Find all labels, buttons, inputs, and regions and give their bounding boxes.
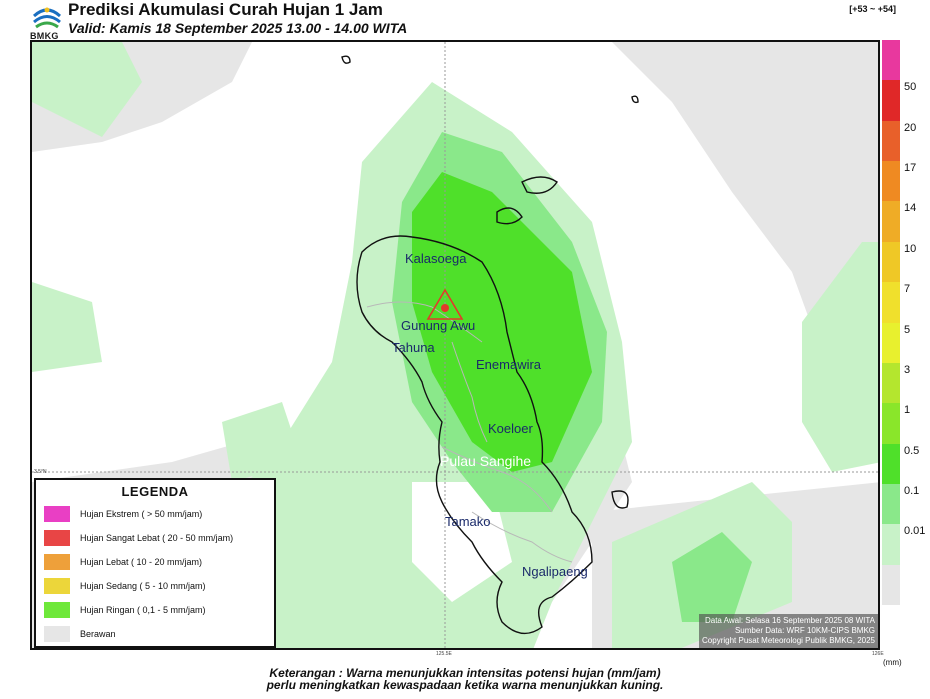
place-tahuna: Tahuna — [392, 340, 435, 355]
legend-label: Hujan Sedang ( 5 - 10 mm/jam) — [80, 581, 206, 591]
scale-segment — [882, 524, 900, 566]
place-gunung-awu: Gunung Awu — [401, 318, 476, 333]
scale-segment — [882, 282, 900, 323]
legend-item: Hujan Ringan ( 0,1 - 5 mm/jam) — [44, 601, 206, 619]
legend-swatch — [44, 578, 70, 594]
data-source-info: Data Awal: Selasa 16 September 2025 08 W… — [699, 614, 878, 648]
place-koeloer: Koeloer — [488, 421, 533, 436]
valid-time: Valid: Kamis 18 September 2025 13.00 - 1… — [68, 20, 408, 36]
rain-bright-green-layer — [412, 172, 592, 472]
scale-segment — [882, 120, 900, 162]
color-scale-bar — [882, 40, 900, 606]
legend-item: Hujan Ekstrem ( > 50 mm/jam) — [44, 505, 202, 523]
scale-segment — [882, 80, 900, 122]
scale-label: 7 — [904, 283, 911, 296]
scale-label: 0.5 — [904, 444, 920, 457]
scale-segment — [882, 362, 900, 404]
legend-swatch — [44, 626, 70, 642]
scale-unit: (mm) — [883, 658, 902, 667]
sangihe-island-outline — [341, 55, 639, 635]
place-tamako: Tamako — [445, 514, 491, 529]
scale-label: 50 — [904, 81, 917, 94]
map-canvas — [32, 42, 878, 648]
legend-label: Hujan Lebat ( 10 - 20 mm/jam) — [80, 557, 203, 567]
legend: LEGENDA Hujan Ekstrem ( > 50 mm/jam) Huj… — [34, 478, 276, 648]
scale-label: 17 — [904, 162, 917, 175]
rainfall-map: Kalasoega Gunung Awu Tahuna Enemawira Ko… — [30, 40, 880, 650]
legend-swatch — [44, 530, 70, 546]
legend-item: Hujan Sangat Lebat ( 20 - 50 mm/jam) — [44, 529, 233, 547]
place-enemawira: Enemawira — [476, 357, 542, 372]
bmkg-logo — [32, 7, 62, 29]
scale-segment — [882, 564, 900, 606]
footer-note-line2: perlu meningkatkan kewaspadaan ketika wa… — [266, 678, 664, 692]
legend-swatch — [44, 554, 70, 570]
legend-label: Berawan — [80, 629, 116, 639]
scale-label: 10 — [904, 242, 917, 255]
grid-lines — [32, 42, 878, 648]
scale-label: 14 — [904, 202, 917, 215]
page-title: Prediksi Akumulasi Curah Hujan 1 Jam — [68, 0, 383, 19]
scale-label: 5 — [904, 323, 911, 336]
scale-label: 20 — [904, 121, 917, 134]
latitude-tick: 3.5°N — [34, 469, 47, 475]
scale-label: 0.01 — [904, 525, 926, 538]
scale-segment — [882, 322, 900, 364]
legend-label: Hujan Ekstrem ( > 50 mm/jam) — [80, 509, 203, 519]
scale-label: 0.1 — [904, 484, 920, 497]
legend-item: Hujan Lebat ( 10 - 20 mm/jam) — [44, 553, 202, 571]
place-pulau-sangihe: Pulau Sangihe — [440, 453, 532, 469]
scale-segment — [882, 161, 900, 202]
legend-item: Berawan — [44, 625, 116, 643]
info-source: Sumber Data: WRF 10KM-CIPS BMKG — [734, 626, 875, 635]
longitude-tick: 125.5E — [436, 651, 452, 657]
longitude-tick: 126E — [872, 651, 884, 657]
legend-title: LEGENDA — [121, 484, 189, 499]
footer-note-line1: Keterangan : Warna menunjukkan intensita… — [269, 666, 661, 680]
forecast-hour-range: [+53 ~ +54] — [849, 4, 896, 14]
scale-segment — [882, 201, 900, 243]
scale-segment — [882, 241, 900, 283]
scale-segment — [882, 443, 900, 485]
info-initial-data: Data Awal: Selasa 16 September 2025 08 W… — [704, 616, 875, 625]
legend-swatch — [44, 506, 70, 522]
legend-swatch — [44, 602, 70, 618]
district-borders — [366, 301, 573, 563]
scale-segment — [882, 40, 900, 81]
volcano-triangle-icon — [426, 288, 464, 320]
place-ngalipaeng: Ngalipaeng — [522, 564, 588, 579]
scale-segment — [882, 403, 900, 445]
legend-label: Hujan Ringan ( 0,1 - 5 mm/jam) — [80, 605, 206, 615]
scale-label: 3 — [904, 363, 911, 376]
scale-label: 1 — [904, 404, 911, 417]
logo-text: BMKG — [30, 31, 59, 41]
legend-item: Hujan Sedang ( 5 - 10 mm/jam) — [44, 577, 206, 595]
info-copyright: Copyright Pusat Meteorologi Publik BMKG,… — [702, 636, 875, 645]
scale-segment — [882, 483, 900, 525]
legend-label: Hujan Sangat Lebat ( 20 - 50 mm/jam) — [80, 533, 234, 543]
place-kalasoega: Kalasoega — [405, 251, 467, 266]
